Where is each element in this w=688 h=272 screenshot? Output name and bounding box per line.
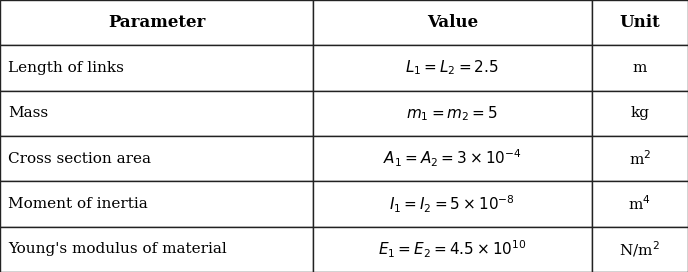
- Bar: [0, 227, 313, 272]
- Text: Value: Value: [427, 14, 478, 31]
- Text: N/m$^2$: N/m$^2$: [619, 239, 660, 259]
- Text: $I_1=I_2=5\times10^{-8}$: $I_1=I_2=5\times10^{-8}$: [389, 193, 515, 215]
- Text: Unit: Unit: [619, 14, 660, 31]
- Text: Cross section area: Cross section area: [8, 152, 151, 166]
- Bar: [592, 45, 688, 91]
- Bar: [0, 91, 313, 136]
- Bar: [313, 91, 592, 136]
- Bar: [313, 227, 592, 272]
- Text: Moment of inertia: Moment of inertia: [8, 197, 148, 211]
- Bar: [313, 181, 592, 227]
- Bar: [592, 91, 688, 136]
- Bar: [313, 136, 592, 181]
- Text: Length of links: Length of links: [8, 61, 124, 75]
- Text: m$^4$: m$^4$: [628, 195, 652, 213]
- Bar: [592, 136, 688, 181]
- Text: kg: kg: [630, 106, 649, 120]
- Text: Young's modulus of material: Young's modulus of material: [8, 242, 227, 256]
- Text: Parameter: Parameter: [108, 14, 205, 31]
- Bar: [0, 0, 313, 45]
- Bar: [0, 181, 313, 227]
- Bar: [592, 0, 688, 45]
- Text: $E_1=E_2=4.5\times10^{10}$: $E_1=E_2=4.5\times10^{10}$: [378, 239, 527, 260]
- Bar: [0, 136, 313, 181]
- Bar: [592, 181, 688, 227]
- Text: m: m: [633, 61, 647, 75]
- Bar: [592, 227, 688, 272]
- Text: $m_1=m_2=5$: $m_1=m_2=5$: [407, 104, 498, 123]
- Bar: [313, 45, 592, 91]
- Text: $L_1=L_2=2.5$: $L_1=L_2=2.5$: [405, 59, 499, 77]
- Bar: [0, 45, 313, 91]
- Text: Mass: Mass: [8, 106, 48, 120]
- Text: m$^2$: m$^2$: [629, 149, 651, 168]
- Bar: [313, 0, 592, 45]
- Text: $A_1=A_2=3\times10^{-4}$: $A_1=A_2=3\times10^{-4}$: [383, 148, 522, 169]
